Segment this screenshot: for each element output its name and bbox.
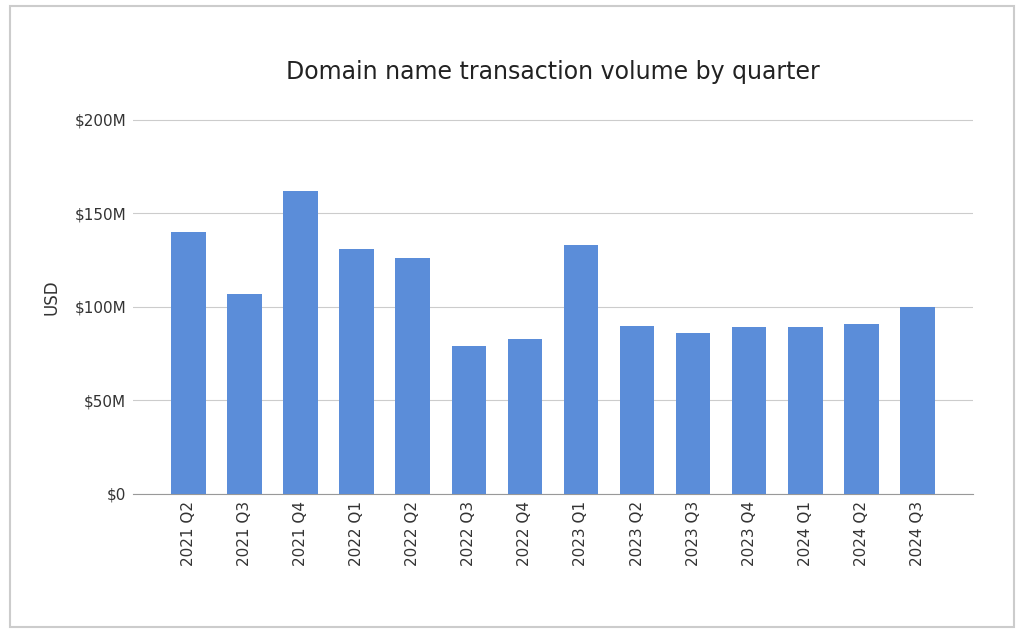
Bar — [452, 346, 486, 494]
Bar — [395, 258, 430, 494]
Bar — [620, 325, 654, 494]
Bar — [227, 294, 262, 494]
Bar — [844, 323, 879, 494]
Bar — [563, 245, 598, 494]
Bar — [339, 249, 374, 494]
Bar — [284, 191, 318, 494]
Bar — [787, 327, 822, 494]
Y-axis label: USD: USD — [43, 280, 60, 315]
Bar — [732, 327, 767, 494]
Title: Domain name transaction volume by quarter: Domain name transaction volume by quarte… — [286, 60, 820, 84]
Bar — [900, 307, 935, 494]
Bar — [171, 232, 206, 494]
Bar — [508, 339, 543, 494]
Bar — [676, 333, 711, 494]
